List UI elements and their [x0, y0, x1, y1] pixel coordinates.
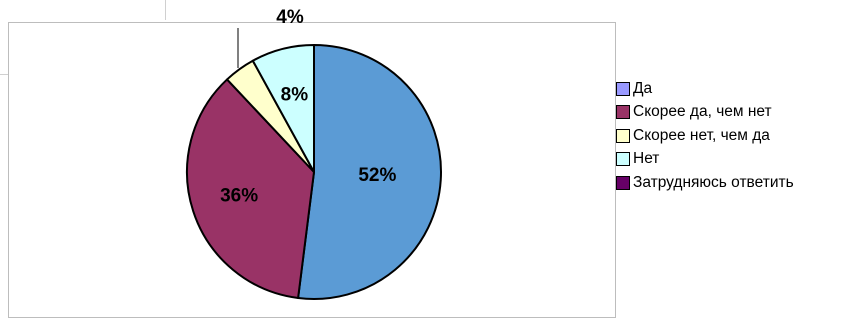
legend-label: Затрудняюсь ответить	[633, 173, 794, 191]
slice-label-3: 4%	[276, 7, 304, 28]
pie-slice-4	[251, 44, 315, 173]
legend-item: Нет	[616, 148, 794, 172]
legend-swatch	[616, 105, 630, 120]
pie-slice-1	[297, 44, 442, 300]
slice-labels: 52% 36% 4% 8%	[220, 7, 396, 206]
pie-slice-2	[186, 78, 315, 299]
slice-label-2: 36%	[220, 185, 258, 206]
legend-swatch	[616, 128, 630, 143]
slice-label-1: 52%	[358, 165, 396, 186]
legend-item: Да	[616, 77, 794, 101]
legend-swatch	[616, 81, 630, 96]
pie-slices	[186, 44, 442, 300]
legend-label: Скорее нет, чем да	[633, 126, 770, 144]
document-divider-line-vertical	[165, 0, 166, 20]
legend-swatch	[616, 175, 630, 190]
chart-legend: Да Скорее да, чем нет Скорее нет, чем да Не…	[616, 77, 794, 195]
legend-item: Затрудняюсь ответить	[616, 171, 794, 195]
legend-swatch	[616, 152, 630, 167]
legend-label: Скорее да, чем нет	[633, 103, 772, 121]
legend-item: Скорее нет, чем да	[616, 124, 794, 148]
legend-label: Да	[633, 79, 653, 97]
legend-label: Нет	[633, 150, 660, 168]
legend-item: Скорее да, чем нет	[616, 101, 794, 125]
slice-label-4: 8%	[281, 85, 309, 106]
